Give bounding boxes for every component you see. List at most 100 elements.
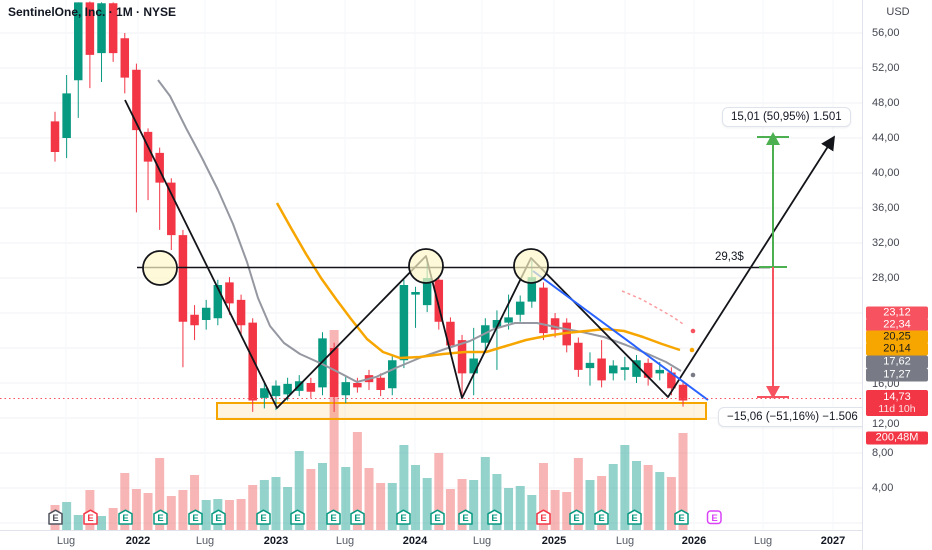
earnings-badge-green[interactable]: E	[349, 509, 366, 526]
earnings-e-icon: E	[83, 509, 98, 525]
volume-bar	[562, 492, 572, 530]
earnings-badge-green[interactable]: E	[593, 509, 610, 526]
candle	[492, 320, 502, 328]
price-axis-label: 40,00	[872, 167, 900, 179]
price-axis[interactable]: USD 56,00 52,00 48,00 44,00 40,00 36,00 32,00 2…	[862, 0, 932, 550]
volume-bar	[283, 487, 293, 530]
currency-label: USD	[886, 6, 910, 18]
earnings-badge-green[interactable]: E	[673, 509, 690, 526]
volume-bar	[271, 477, 281, 530]
price-badge: 200,48M	[866, 431, 928, 445]
downtrend-blue-line[interactable]	[532, 270, 709, 401]
svg-text:E: E	[215, 513, 221, 524]
earnings-badge-green[interactable]: E	[210, 509, 227, 526]
svg-text:E: E	[491, 513, 497, 524]
chart-plot[interactable]	[0, 0, 862, 530]
earnings-badge-green[interactable]: E	[486, 509, 503, 526]
earnings-e-icon: E	[118, 509, 133, 525]
symbol-legend[interactable]: SentinelOne, Inc. · 1M · NYSE	[8, 5, 176, 19]
candle	[120, 38, 130, 78]
earnings-badge-green[interactable]: E	[395, 509, 412, 526]
price-axis-label: 48,00	[872, 97, 900, 109]
price-badge: 20,14	[866, 342, 928, 356]
earnings-badge-green[interactable]: E	[626, 509, 643, 526]
volume-bar	[236, 499, 246, 530]
candle	[457, 340, 467, 374]
candle	[388, 360, 397, 389]
highlight-circle[interactable]	[513, 248, 549, 284]
earnings-badge-green[interactable]: E	[568, 509, 585, 526]
candle	[167, 182, 176, 236]
volume-bar	[422, 478, 432, 530]
ma-end-dot	[690, 328, 696, 334]
volume-bar	[492, 474, 502, 530]
highlight-circle[interactable]	[408, 248, 444, 284]
earnings-badge-gray[interactable]: E	[47, 509, 64, 526]
earnings-e-icon: E	[594, 509, 609, 525]
candle	[85, 2, 95, 55]
highlight-circle[interactable]	[142, 250, 178, 286]
candle	[341, 382, 350, 396]
price-axis-label: 44,00	[872, 132, 900, 144]
earnings-e-icon: E	[430, 509, 445, 525]
resistance-price-label[interactable]: 29,3$	[713, 251, 746, 263]
price-badge: 22,34	[866, 318, 928, 332]
volume-bar	[352, 432, 362, 530]
volume-bar	[294, 451, 304, 530]
earnings-badge-purple[interactable]: E	[706, 509, 723, 526]
support-zone-box[interactable]	[216, 402, 707, 420]
earnings-badge-green[interactable]: E	[152, 509, 169, 526]
volume-bar	[306, 469, 316, 530]
earnings-badge-green[interactable]: E	[429, 509, 446, 526]
svg-text:E: E	[540, 513, 546, 524]
time-axis-year-label: 2027	[820, 535, 846, 547]
price-axis-label: 52,00	[872, 62, 900, 74]
arrow-up-icon	[766, 132, 780, 145]
volume-bar	[480, 457, 490, 530]
earnings-badge-green[interactable]: E	[187, 509, 204, 526]
svg-text:E: E	[462, 513, 468, 524]
range-up-label[interactable]: 15,01 (50,95%) 1.501	[722, 107, 851, 127]
candle	[434, 279, 444, 322]
candle	[97, 3, 106, 54]
earnings-badge-red[interactable]: E	[82, 509, 99, 526]
time-axis-year-label: 2023	[263, 535, 289, 547]
earnings-badge-green[interactable]: E	[255, 509, 272, 526]
svg-text:E: E	[122, 513, 128, 524]
earnings-e-icon: E	[188, 509, 203, 525]
svg-text:E: E	[400, 513, 406, 524]
time-axis-year-label: 2024	[402, 535, 428, 547]
time-axis-month-label: Lug	[472, 535, 492, 547]
earnings-e-icon: E	[350, 509, 365, 525]
svg-text:E: E	[573, 513, 579, 524]
candle	[132, 69, 141, 131]
candle	[678, 384, 688, 401]
volume-bar	[411, 465, 421, 530]
svg-text:E: E	[157, 513, 163, 524]
volume-bar	[538, 463, 548, 530]
earnings-e-icon: E	[396, 509, 411, 525]
volume-bar	[108, 508, 118, 530]
earnings-badge-green[interactable]: E	[457, 509, 474, 526]
earnings-badge-green[interactable]: E	[117, 509, 134, 526]
volume-bar	[527, 495, 537, 530]
volume-bar	[62, 502, 72, 530]
volume-bar	[643, 465, 653, 530]
earnings-badge-green[interactable]: E	[325, 509, 342, 526]
ma-end-dot	[689, 347, 695, 353]
price-axis-label: 28,00	[872, 272, 900, 284]
time-axis[interactable]: Lug 2022 Lug 2023 Lug 2024 Lug 2025 Lug 2026 Lug 20…	[0, 530, 862, 550]
earnings-e-icon: E	[211, 509, 226, 525]
svg-text:E: E	[87, 513, 93, 524]
volume-bar	[131, 489, 141, 530]
earnings-badge-red[interactable]: E	[535, 509, 552, 526]
candle	[399, 285, 409, 361]
earnings-badge-green[interactable]: E	[289, 509, 306, 526]
volume-bar	[376, 483, 386, 530]
pattern-zigzag-arrow[interactable]	[124, 99, 835, 409]
candle	[504, 317, 513, 323]
range-down-label[interactable]: −15,06 (−51,16%) −1.506	[718, 407, 867, 427]
chart-canvas[interactable]: SentinelOne, Inc. · 1M · NYSE 15,01 (50,…	[0, 0, 867, 530]
earnings-e-icon: E	[487, 509, 502, 525]
